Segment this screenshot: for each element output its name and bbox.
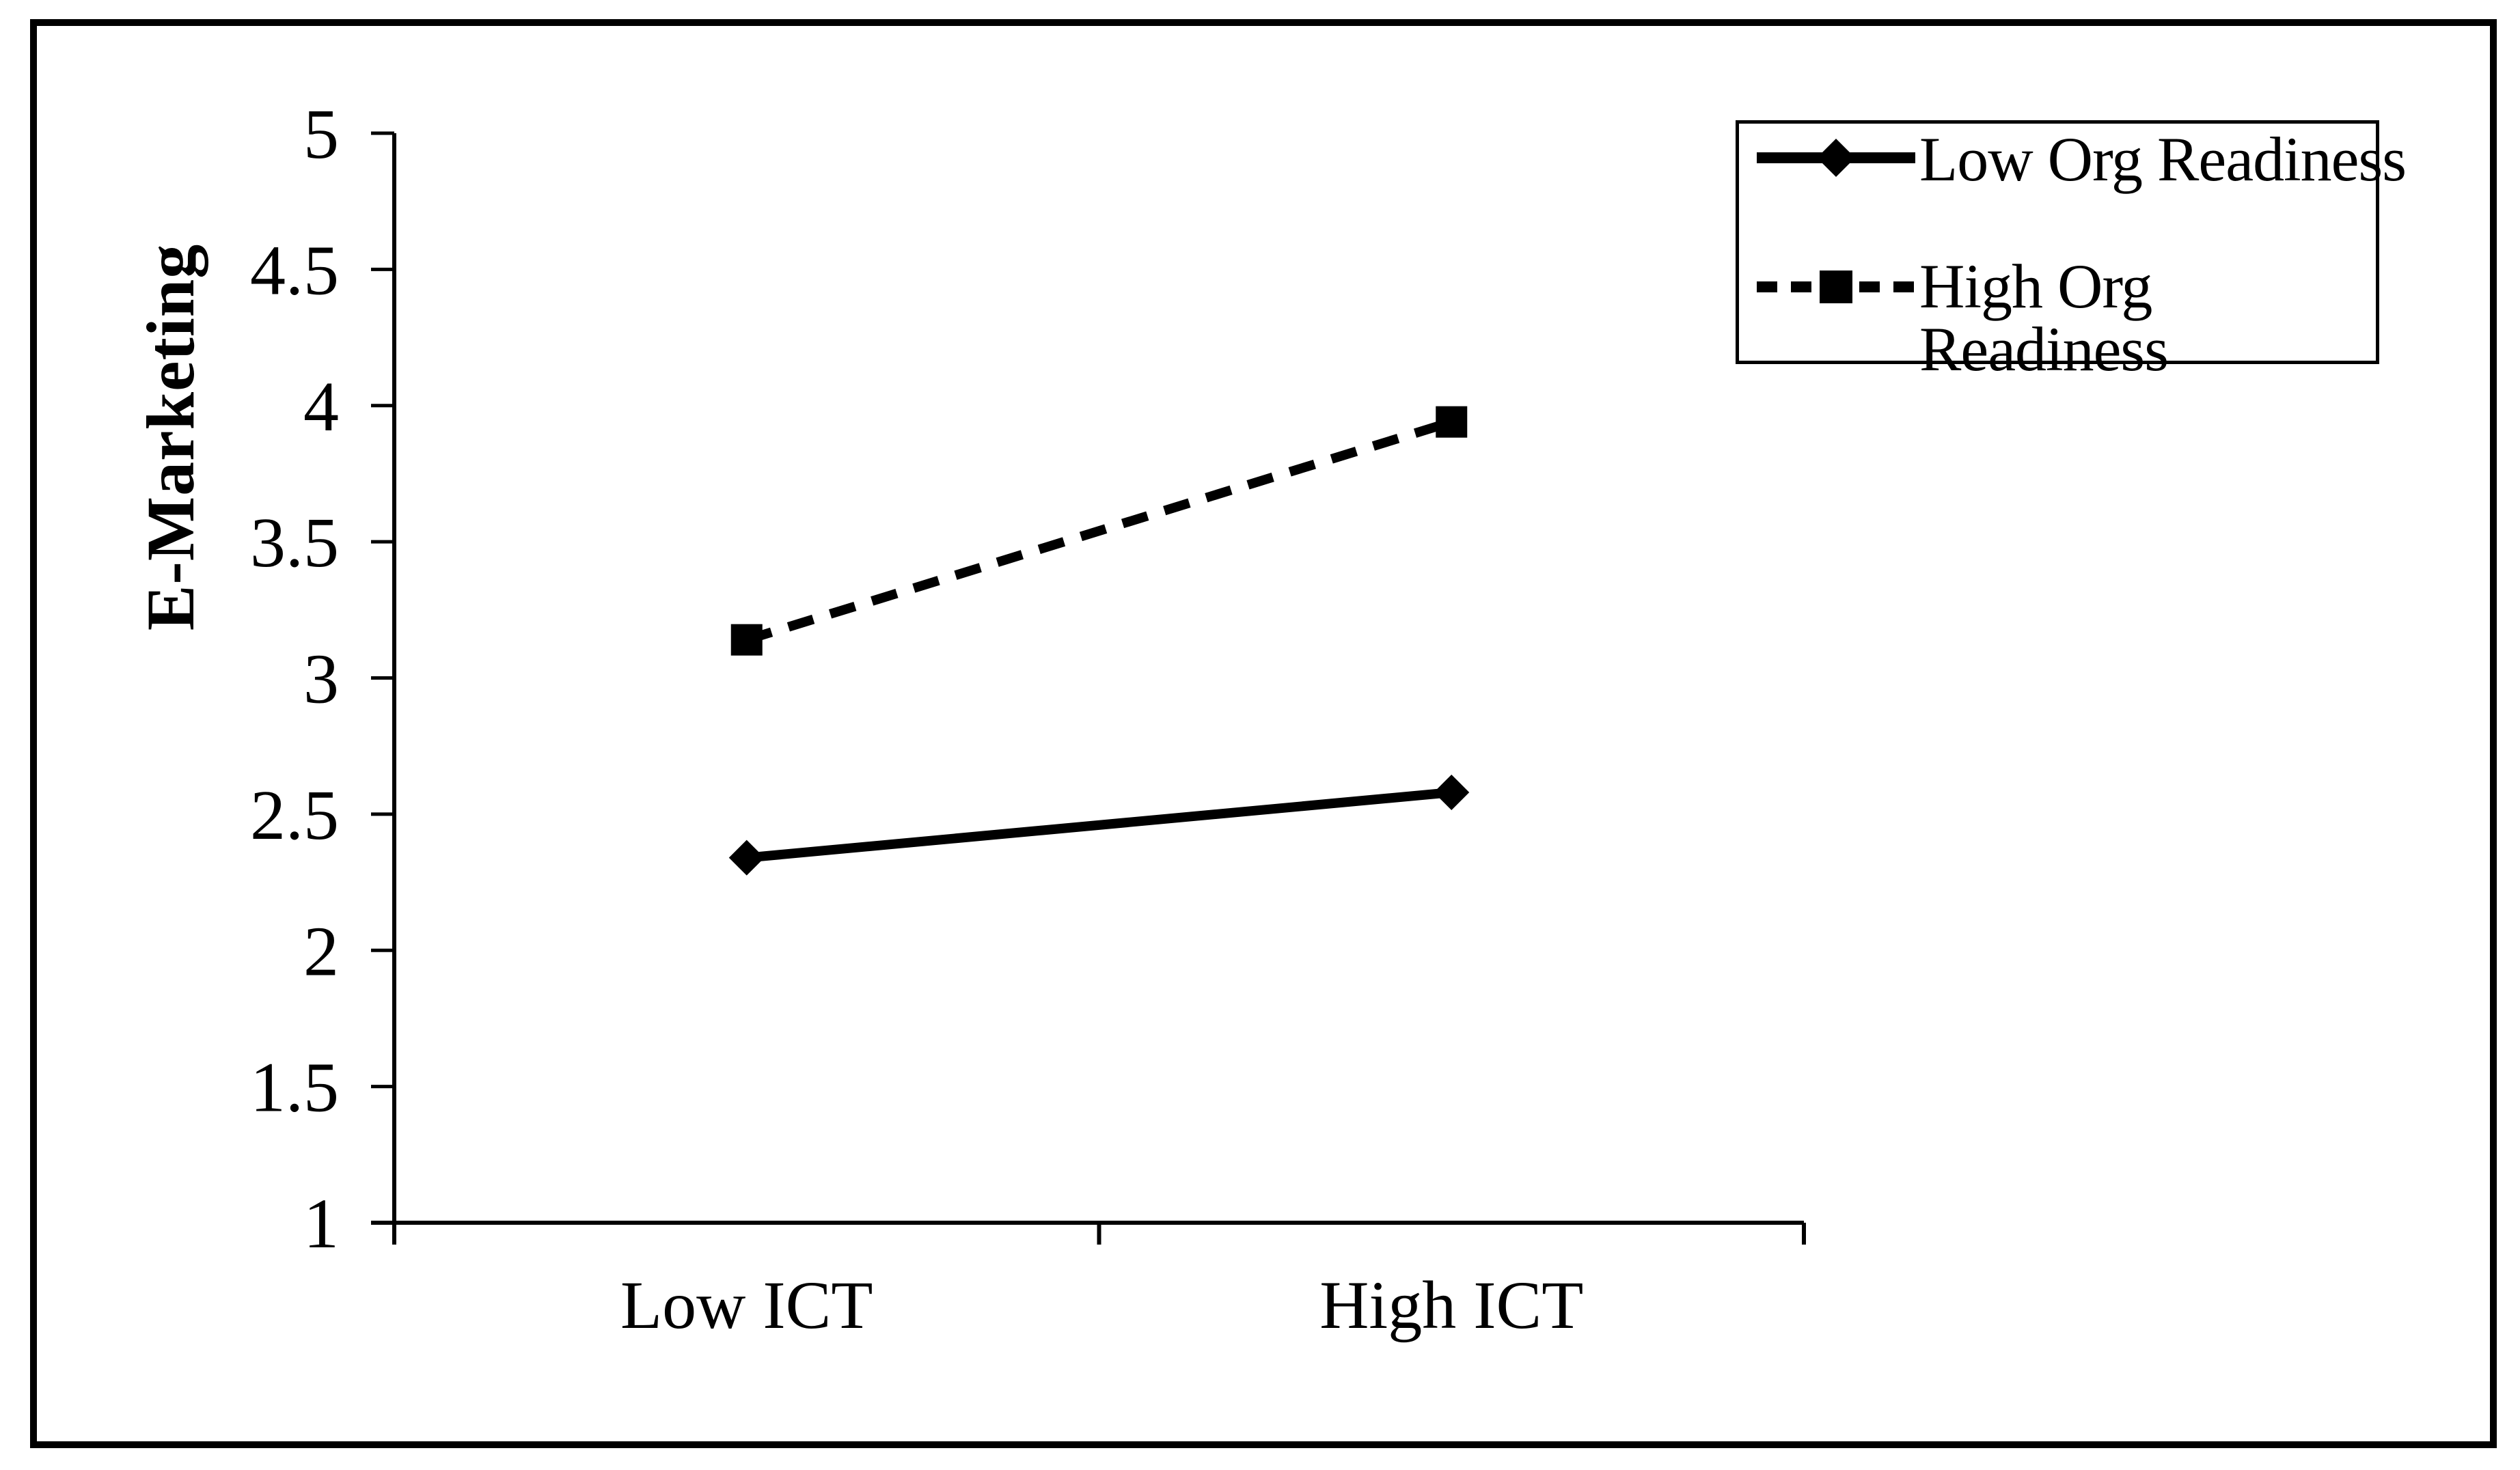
data-marker-square (1436, 406, 1468, 438)
x-category-label: High ICT (1319, 1267, 1583, 1343)
legend-square-marker-icon (1820, 271, 1852, 303)
data-marker-diamond (1434, 774, 1470, 810)
y-tick-label: 4.5 (250, 231, 339, 309)
data-marker-diamond (728, 840, 765, 876)
y-tick-label: 5 (303, 95, 339, 174)
series-line-solid (746, 788, 1452, 863)
legend-sample-canvas (1757, 271, 1915, 303)
legend-diamond-marker-icon (1817, 139, 1855, 177)
chart-frame (30, 19, 2497, 1448)
y-tick-label: 2.5 (250, 776, 339, 855)
legend-sample-high-org (1754, 253, 1918, 321)
y-tick-label: 1 (303, 1184, 339, 1263)
data-marker-square (730, 624, 763, 656)
legend-label-low-org: Low Org Readiness (1919, 124, 2407, 194)
y-tick-label: 3.5 (250, 503, 339, 582)
x-category-label: Low ICT (620, 1267, 873, 1343)
series-line-dashed (745, 417, 1453, 645)
legend-sample-low-org (1754, 124, 1918, 192)
legend-sample-canvas (1757, 139, 1915, 177)
y-axis-title: E-Marketing (133, 243, 208, 631)
y-tick-label: 3 (303, 640, 339, 719)
y-tick-label: 4 (303, 368, 339, 446)
y-tick-label: 1.5 (250, 1049, 339, 1127)
legend-label-high-org: High Org Readiness (1919, 251, 2169, 384)
legend: Low Org Readiness High Org Readiness (1736, 120, 2407, 380)
y-tick-label: 2 (303, 912, 339, 990)
